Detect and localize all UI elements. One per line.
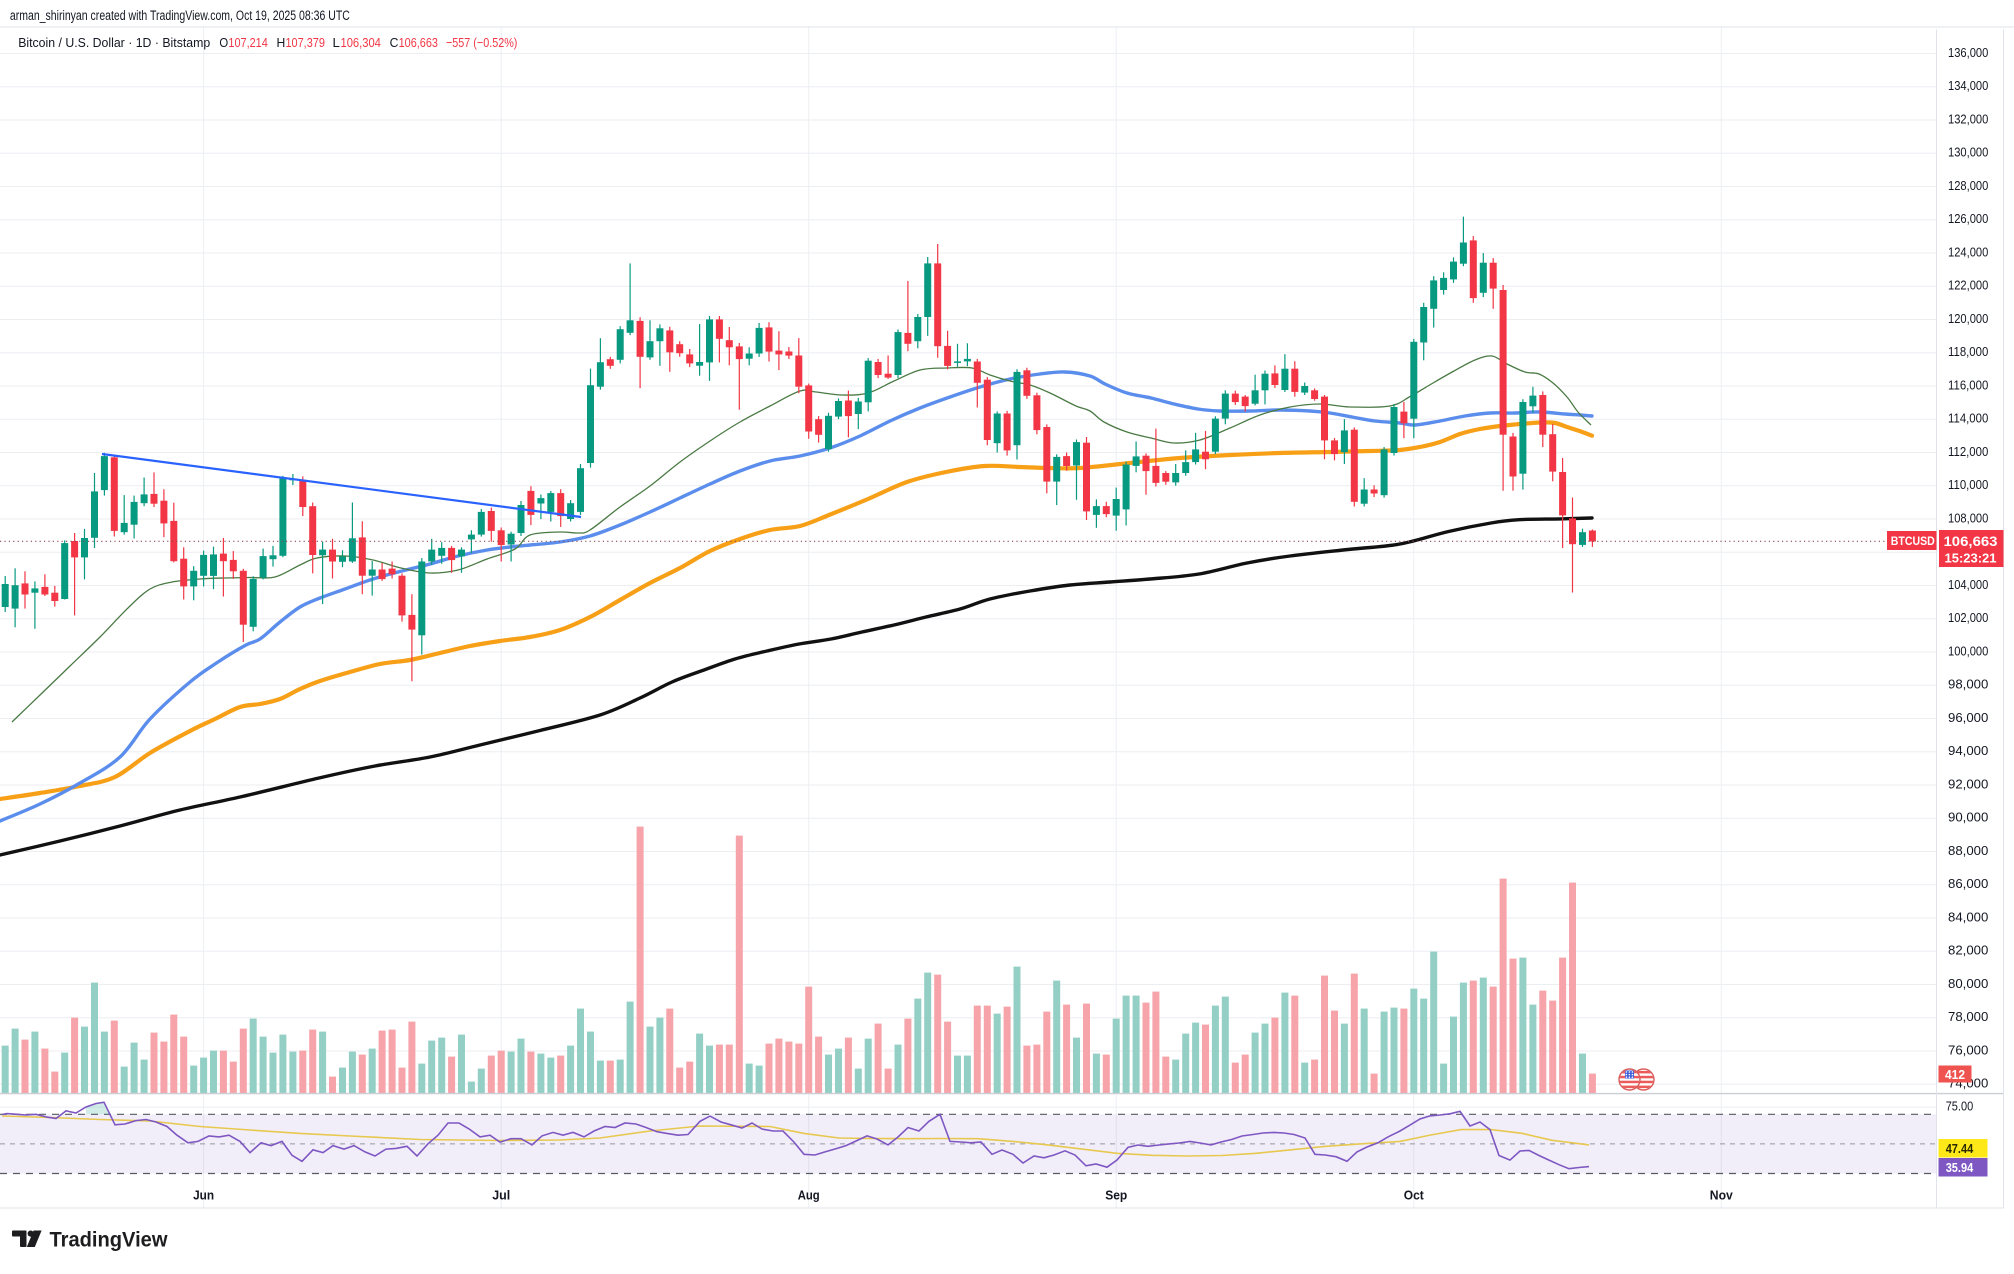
svg-text:Oct: Oct <box>1404 1187 1425 1202</box>
svg-text:126,000: 126,000 <box>1948 212 1988 226</box>
svg-text:15:23:21: 15:23:21 <box>1945 551 1997 566</box>
svg-text:L: L <box>333 35 340 50</box>
svg-text:136,000: 136,000 <box>1948 46 1988 60</box>
svg-text:98,000: 98,000 <box>1948 678 1988 692</box>
svg-text:H: H <box>277 35 286 50</box>
svg-text:102,000: 102,000 <box>1948 611 1988 625</box>
svg-text:76,000: 76,000 <box>1948 1043 1988 1057</box>
svg-text:Aug: Aug <box>798 1187 820 1202</box>
svg-text:116,000: 116,000 <box>1948 378 1988 392</box>
svg-text:108,000: 108,000 <box>1948 511 1988 525</box>
svg-text:120,000: 120,000 <box>1948 312 1988 326</box>
svg-text:412: 412 <box>1945 1068 1965 1082</box>
svg-text:47.44: 47.44 <box>1946 1142 1974 1156</box>
svg-text:128,000: 128,000 <box>1948 179 1988 193</box>
svg-text:88,000: 88,000 <box>1948 844 1988 858</box>
svg-text:96,000: 96,000 <box>1948 711 1988 725</box>
svg-text:130,000: 130,000 <box>1948 146 1988 160</box>
svg-text:82,000: 82,000 <box>1948 944 1988 958</box>
svg-text:BTCUSD: BTCUSD <box>1891 534 1935 548</box>
svg-text:Nov: Nov <box>1710 1187 1734 1202</box>
svg-text:84,000: 84,000 <box>1948 910 1988 924</box>
svg-text:C: C <box>390 35 399 50</box>
svg-text:86,000: 86,000 <box>1948 877 1988 891</box>
svg-text:114,000: 114,000 <box>1948 412 1988 426</box>
svg-text:78,000: 78,000 <box>1948 1010 1988 1024</box>
svg-text:Jun: Jun <box>193 1187 214 1202</box>
svg-text:106,663: 106,663 <box>399 35 438 50</box>
svg-text:132,000: 132,000 <box>1948 112 1988 126</box>
svg-text:75.00: 75.00 <box>1946 1099 1974 1113</box>
svg-text:TradingView: TradingView <box>50 1229 169 1252</box>
svg-text:100,000: 100,000 <box>1948 644 1988 658</box>
svg-text:Bitcoin / U.S. Dollar · 1D · B: Bitcoin / U.S. Dollar · 1D · Bitstamp <box>18 35 210 50</box>
svg-text:118,000: 118,000 <box>1948 345 1988 359</box>
svg-text:106,663: 106,663 <box>1944 534 1999 549</box>
svg-text:80,000: 80,000 <box>1948 977 1988 991</box>
svg-text:106,304: 106,304 <box>341 35 381 50</box>
svg-text:35.94: 35.94 <box>1946 1161 1974 1175</box>
svg-text:112,000: 112,000 <box>1948 445 1988 459</box>
svg-text:107,214: 107,214 <box>228 35 267 50</box>
svg-text:92,000: 92,000 <box>1948 777 1988 791</box>
svg-text:94,000: 94,000 <box>1948 744 1988 758</box>
svg-text:Jul: Jul <box>492 1187 510 1202</box>
svg-text:122,000: 122,000 <box>1948 279 1988 293</box>
svg-text:O: O <box>219 35 228 50</box>
svg-text:124,000: 124,000 <box>1948 245 1988 259</box>
svg-text:90,000: 90,000 <box>1948 811 1988 825</box>
svg-text:107,379: 107,379 <box>286 35 325 50</box>
svg-text:arman_shirinyan created with T: arman_shirinyan created with TradingView… <box>10 8 350 23</box>
svg-text:110,000: 110,000 <box>1948 478 1988 492</box>
svg-text:134,000: 134,000 <box>1948 79 1988 93</box>
svg-text:−557 (−0.52%): −557 (−0.52%) <box>446 35 517 50</box>
svg-text:Sep: Sep <box>1105 1187 1127 1202</box>
svg-text:104,000: 104,000 <box>1948 578 1988 592</box>
